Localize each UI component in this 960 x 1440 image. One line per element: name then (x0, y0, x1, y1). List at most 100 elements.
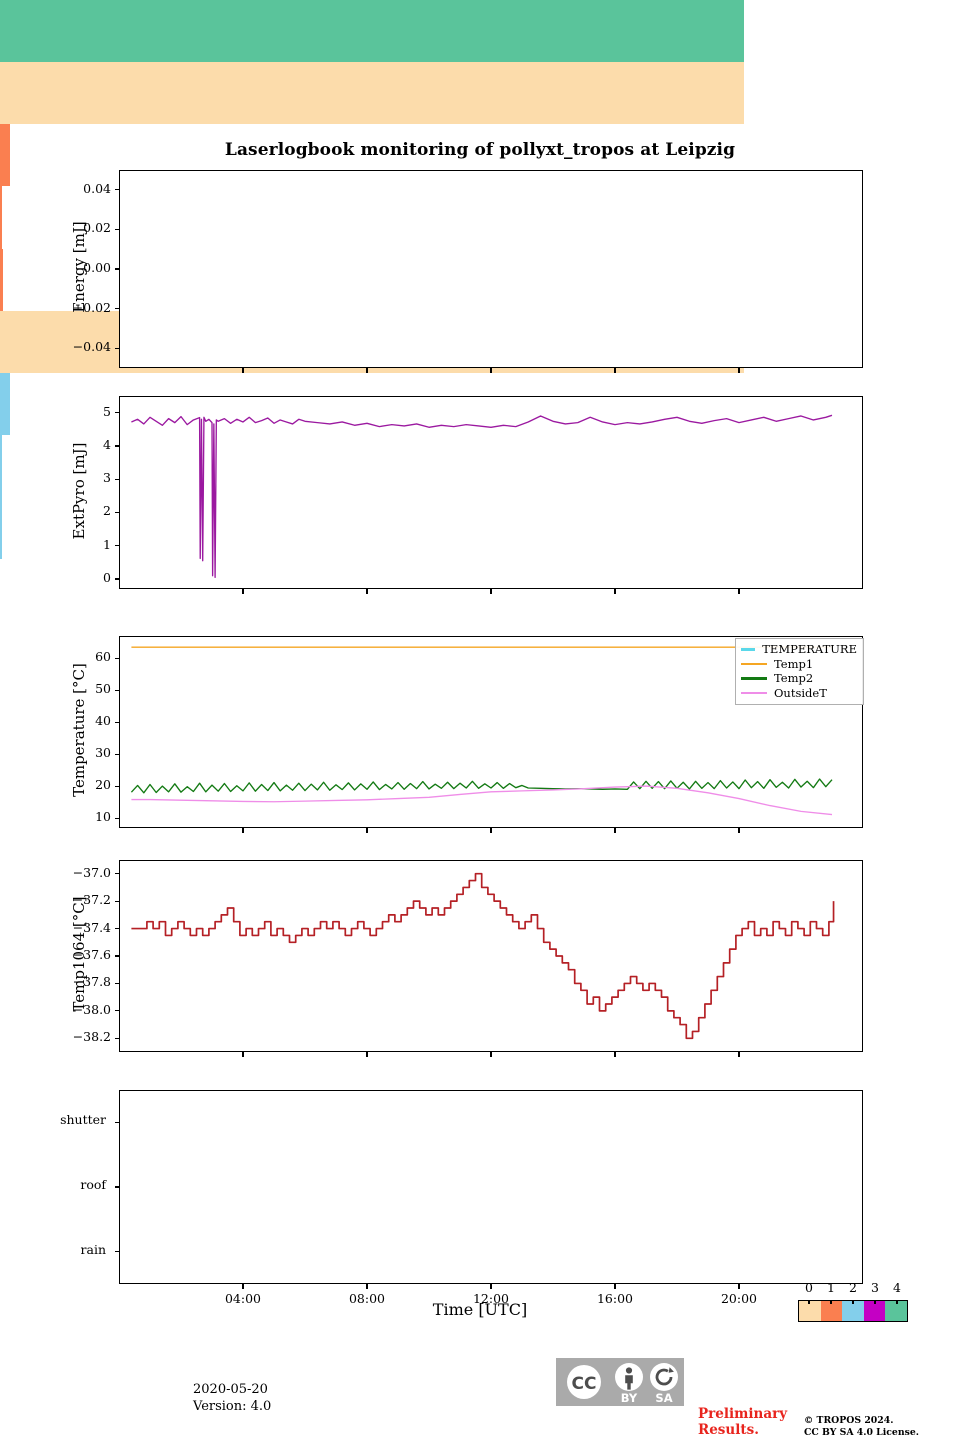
y-tick-mark (114, 1186, 119, 1188)
status-row-roof (0, 62, 744, 125)
svg-text:SA: SA (655, 1391, 672, 1405)
x-tick-label: 04:00 (224, 1291, 262, 1306)
y-tick-label: −38.2 (72, 1029, 111, 1045)
y-tick-mark (114, 785, 119, 787)
status-row-label-shutter: shutter (60, 1112, 106, 1128)
y-tick-label: −37.4 (72, 919, 111, 935)
x-tick-mark (738, 1284, 740, 1289)
legend-item-temperature: TEMPERATURE (741, 642, 857, 657)
x-tick-mark (490, 1284, 492, 1289)
x-axis-label: Time [UTC] (432, 1300, 528, 1319)
legend-item-temp2: Temp2 (741, 671, 857, 686)
x-tick-mark (614, 828, 616, 833)
temp1064-panel (119, 860, 863, 1052)
series-temp2 (130, 778, 833, 794)
y-tick-label: 30 (95, 745, 111, 761)
status-row-label-rain: rain (80, 1241, 106, 1257)
y-tick-mark (114, 445, 119, 447)
footer-version: Version: 4.0 (193, 1399, 272, 1414)
legend-swatch (741, 691, 767, 695)
x-tick-mark (490, 368, 492, 373)
colorbar-swatch-2 (842, 1301, 864, 1321)
y-tick-mark (114, 873, 119, 875)
x-tick-mark (242, 368, 244, 373)
series-outsidet (131, 785, 833, 816)
y-tick-label: 40 (95, 713, 111, 729)
x-tick-label: 16:00 (596, 1291, 634, 1306)
status-segment-rain (0, 435, 2, 498)
x-tick-mark (366, 1052, 368, 1057)
x-tick-mark (242, 828, 244, 833)
legend-swatch (741, 662, 767, 666)
status-segment-rain (0, 497, 2, 560)
y-tick-label: 1 (103, 536, 111, 552)
x-tick-mark (614, 368, 616, 373)
x-tick-mark (242, 1284, 244, 1289)
extpyro-panel (119, 396, 863, 589)
preliminary-line1: Preliminary (698, 1406, 788, 1422)
y-tick-label: 60 (95, 649, 111, 665)
copyright-line1: © TROPOS 2024. (804, 1415, 894, 1426)
y-tick-mark (114, 657, 119, 659)
y-tick-label: −0.02 (72, 299, 111, 315)
y-tick-label: −37.0 (72, 864, 111, 880)
energy-panel-traces (119, 170, 863, 368)
y-tick-mark (114, 308, 119, 310)
y-tick-mark (114, 228, 119, 230)
svg-text:BY: BY (621, 1391, 638, 1405)
y-tick-label: −37.8 (72, 974, 111, 990)
y-tick-mark (114, 478, 119, 480)
x-tick-mark (738, 589, 740, 594)
y-tick-label: 0 (103, 570, 111, 586)
x-tick-mark (490, 589, 492, 594)
legend-swatch (741, 648, 756, 651)
status-panel (119, 1090, 863, 1284)
legend-item-temp1: Temp1 (741, 657, 857, 672)
y-tick-label: 10 (95, 809, 111, 825)
x-tick-mark (614, 589, 616, 594)
x-tick-mark (738, 828, 740, 833)
x-tick-mark (490, 1052, 492, 1057)
status-colorbar (798, 1300, 908, 1322)
y-tick-label: 3 (103, 470, 111, 486)
status-row-shutter (0, 0, 744, 63)
y-tick-label: 4 (103, 436, 111, 452)
x-tick-mark (366, 368, 368, 373)
colorbar-tick-1: 1 (827, 1280, 835, 1295)
x-tick-mark (366, 1284, 368, 1289)
status-segment-roof (0, 124, 10, 187)
colorbar-tick-3: 3 (871, 1280, 879, 1295)
temperature-legend: TEMPERATURE Temp1 Temp2 OutsideT (735, 638, 864, 706)
colorbar-tick-2: 2 (849, 1280, 857, 1295)
temp1064-panel-traces (131, 872, 835, 1040)
status-segment-rain (0, 372, 10, 436)
y-tick-mark (114, 1251, 119, 1253)
x-tick-mark (366, 589, 368, 594)
colorbar-tick-mark (852, 1300, 854, 1304)
series-temp1064 (131, 872, 835, 1040)
colorbar-swatch-3 (863, 1301, 886, 1321)
footer-date: 2020-05-20 (193, 1382, 268, 1397)
legend-item-outsidet: OutsideT (741, 686, 857, 701)
y-tick-label: 20 (95, 777, 111, 793)
x-tick-mark (738, 368, 740, 373)
y-tick-mark (114, 578, 119, 580)
x-tick-label: 20:00 (720, 1291, 758, 1306)
y-tick-mark (114, 817, 119, 819)
y-tick-mark (114, 955, 119, 957)
energy-panel (119, 170, 863, 368)
colorbar-tick-mark (830, 1300, 832, 1304)
y-tick-label: 0.02 (83, 220, 111, 236)
colorbar-tick-mark (808, 1300, 810, 1304)
y-tick-mark (114, 982, 119, 985)
colorbar-tick-4: 4 (893, 1280, 901, 1295)
colorbar-swatch-4 (885, 1301, 907, 1321)
x-tick-mark (614, 1284, 616, 1289)
y-tick-mark (114, 268, 119, 270)
y-tick-mark (114, 511, 119, 514)
y-axis-label: Energy [mJ] (70, 221, 88, 313)
x-tick-mark (242, 589, 244, 594)
x-tick-mark (366, 828, 368, 833)
y-tick-mark (114, 721, 119, 723)
